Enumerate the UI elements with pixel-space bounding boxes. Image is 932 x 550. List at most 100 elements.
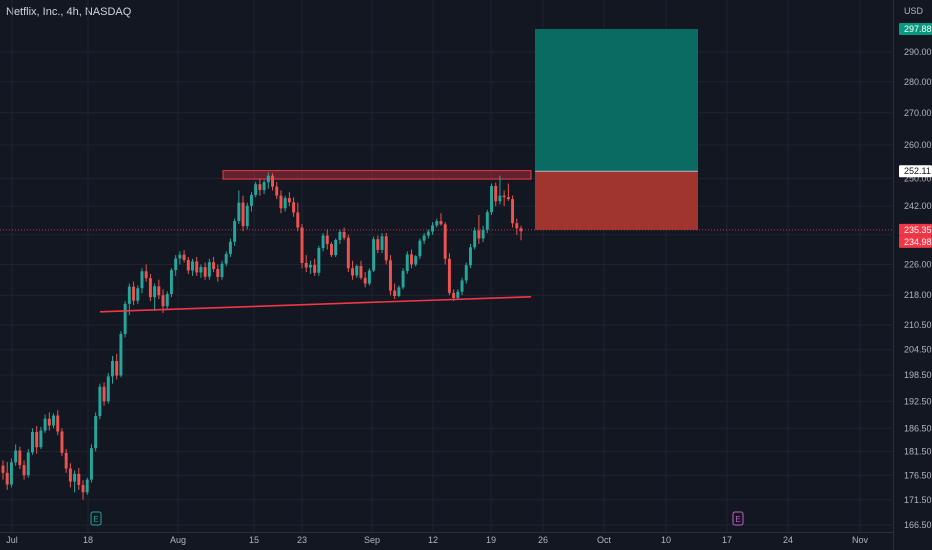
candle-body	[5, 472, 9, 485]
candle-body	[313, 264, 317, 273]
candle-body	[73, 473, 77, 482]
price-badge-label: 297.88	[904, 24, 932, 34]
candle-body	[35, 431, 39, 448]
long-position-target-zone	[535, 29, 698, 172]
candle-body	[203, 267, 207, 277]
candle-body	[144, 271, 148, 279]
x-tick-label: Aug	[170, 535, 186, 545]
candle-body	[321, 235, 325, 249]
candle-body	[85, 479, 89, 493]
y-tick-label: 270.00	[904, 108, 932, 118]
candle-body	[519, 228, 523, 232]
candle-body	[292, 202, 296, 213]
candle-body	[372, 239, 376, 271]
y-tick-label: 204.50	[904, 345, 932, 355]
candle-body	[224, 253, 228, 264]
candle-body	[77, 473, 81, 485]
candle-body	[233, 221, 237, 242]
candle-body	[39, 430, 43, 448]
candle-body	[490, 185, 493, 213]
y-tick-label: 242.00	[904, 201, 932, 211]
candle-body	[473, 230, 477, 248]
candle-body	[460, 280, 464, 292]
candle-body	[191, 261, 194, 271]
candle-body	[439, 221, 443, 225]
candle-body	[494, 185, 498, 202]
x-tick-label: Oct	[597, 535, 612, 545]
candle-body	[14, 450, 18, 463]
candle-body	[287, 198, 291, 203]
candle-body	[506, 197, 510, 200]
candle-body	[178, 254, 182, 259]
earnings-marker	[732, 511, 744, 526]
candle-body	[237, 202, 241, 222]
y-tick-label: 290.00	[904, 47, 932, 57]
candle-body	[426, 231, 430, 236]
candle-body	[330, 243, 333, 256]
candle-body	[220, 263, 224, 278]
candle-body	[515, 223, 519, 229]
candle-body	[279, 195, 283, 209]
earnings-marker-label: E	[93, 515, 98, 524]
candle-body	[89, 448, 93, 480]
candle-body	[94, 416, 98, 449]
candle-body	[136, 288, 140, 301]
price-badge-label: 234.98	[904, 237, 932, 247]
candle-body	[397, 287, 401, 296]
x-tick-label: 24	[783, 535, 793, 545]
candle-body	[199, 267, 203, 273]
candle-body	[443, 224, 447, 259]
x-tick-label: 10	[661, 535, 671, 545]
candle-body	[266, 175, 270, 183]
candle-body	[304, 262, 308, 268]
candle-body	[157, 286, 161, 296]
long-position-stop-zone	[535, 171, 698, 230]
price-badge-label: 235.35	[904, 225, 932, 235]
x-tick-label: 17	[722, 535, 732, 545]
candle-body	[68, 468, 72, 482]
candle-body	[98, 386, 102, 417]
candle-body	[317, 248, 321, 273]
candle-body	[334, 239, 338, 256]
candle-body	[165, 294, 169, 307]
y-tick-label: 181.50	[904, 446, 932, 456]
candle-body	[296, 212, 300, 228]
candle-body	[481, 229, 485, 239]
candle-body	[275, 186, 279, 196]
candle-body	[468, 247, 472, 266]
price-badge	[899, 23, 932, 35]
candle-body	[346, 237, 350, 269]
candle-body	[241, 202, 245, 227]
candle-body	[405, 254, 409, 271]
x-tick-label: 12	[428, 535, 438, 545]
candle-body	[355, 265, 359, 276]
candle-body	[502, 195, 506, 198]
earnings-marker-label: E	[735, 515, 740, 524]
x-tick-label: Jul	[6, 535, 18, 545]
candle-body	[380, 236, 384, 250]
candle-body	[140, 271, 144, 289]
candle-body	[115, 361, 119, 376]
candle-body	[283, 198, 287, 209]
price-badge-label: 252.11	[904, 166, 931, 176]
y-tick-label: 186.50	[904, 423, 932, 433]
candle-body	[132, 286, 136, 301]
chart-title: Netflix, Inc., 4h, NASDAQ	[6, 6, 132, 18]
y-tick-label: 210.50	[904, 320, 932, 330]
candle-body	[351, 268, 355, 276]
y-tick-label: 192.50	[904, 396, 932, 406]
candle-body	[338, 231, 342, 240]
x-tick-label: 23	[297, 535, 307, 545]
candle-body	[422, 235, 426, 241]
candle-body	[342, 231, 346, 238]
candle-body	[119, 334, 123, 376]
candle-body	[22, 465, 26, 476]
currency-label: USD	[904, 6, 924, 16]
candle-body	[271, 175, 275, 187]
candle-body	[258, 184, 262, 191]
candle-body	[359, 265, 363, 278]
y-tick-label: 198.50	[904, 370, 932, 380]
x-tick-label: 19	[486, 535, 496, 545]
candle-body	[384, 236, 388, 261]
